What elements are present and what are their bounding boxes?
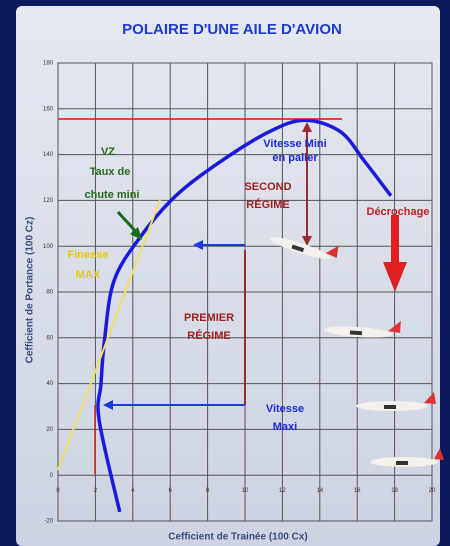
annotation: MAX (76, 269, 101, 281)
annotation: Taux de (90, 166, 131, 178)
annotation: SECOND (244, 181, 291, 193)
page: {"chart_data": {"type": "line", "title":… (0, 0, 450, 546)
y-tick-label: 160 (43, 106, 54, 112)
y-tick-label: 20 (46, 427, 53, 433)
annotation: VZ (101, 146, 115, 158)
annotation: RÉGIME (246, 198, 289, 211)
y-axis-label: Cefficient de Portance (100 Cz) (25, 217, 36, 364)
x-tick-label: 10 (242, 488, 249, 494)
annotation: RÉGIME (187, 329, 230, 342)
annotation: en palier (272, 152, 318, 164)
annotation: Finesse (68, 249, 109, 261)
annotation: Maxi (273, 421, 297, 433)
y-tick-label: 140 (43, 152, 54, 158)
chart-title: POLAIRE D'UNE AILE D'AVION (122, 21, 342, 38)
annotation: Décrochage (367, 206, 430, 218)
y-tick-label: 60 (46, 335, 53, 341)
y-tick-label: -20 (44, 519, 53, 525)
x-tick-label: 14 (316, 488, 323, 494)
x-tick-label: 12 (279, 488, 286, 494)
annotation: chute mini (84, 189, 139, 201)
y-tick-label: 40 (46, 381, 53, 387)
x-tick-label: 20 (429, 488, 436, 494)
stall-arrow (391, 215, 399, 265)
annotation: Vitesse (266, 403, 304, 415)
chart: POLAIRE D'UNE AILE D'AVION Cefficient de… (0, 0, 450, 546)
y-tick-label: 120 (43, 198, 54, 204)
x-tick-label: 18 (391, 488, 398, 494)
x-axis-label: Cefficient de Trainée (100 Cx) (168, 532, 308, 543)
y-tick-label: 180 (43, 61, 54, 67)
annotation: PREMIER (184, 312, 234, 324)
y-tick-label: 80 (46, 290, 53, 296)
x-tick-label: 16 (354, 488, 361, 494)
y-tick-label: 100 (43, 244, 54, 250)
annotation: Vitesse Mini (263, 138, 326, 150)
